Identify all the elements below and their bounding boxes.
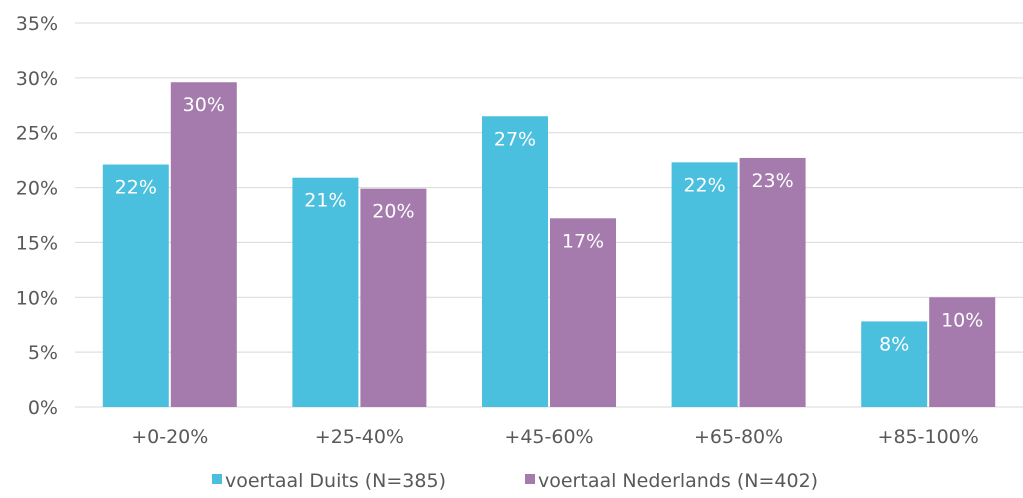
y-tick-label: 10%: [16, 287, 58, 309]
legend-label: voertaal Duits (N=385): [225, 470, 446, 492]
x-tick-label: +65-80%: [694, 426, 783, 448]
bar-nederlands: [739, 157, 806, 407]
data-labels: 22% 30% 21% 20% 27% 17% 22% 23% 8% 10%: [115, 94, 984, 355]
data-label: 10%: [941, 309, 983, 331]
bar-nederlands: [550, 218, 616, 407]
legend-swatch: [525, 474, 535, 484]
bar-nederlands: [360, 188, 427, 407]
data-label: 30%: [183, 94, 225, 116]
bar-duits: [861, 321, 928, 407]
bar-nederlands: [929, 297, 996, 407]
y-tick-label: 20%: [16, 178, 58, 200]
data-label: 22%: [115, 177, 157, 199]
x-tick-label: +85-100%: [878, 426, 979, 448]
x-tick-label: +25-40%: [315, 426, 404, 448]
x-axis-tick-labels: +0-20% +25-40% +45-60% +65-80% +85-100%: [131, 426, 979, 448]
y-tick-label: 25%: [16, 123, 58, 145]
bars: [102, 82, 996, 407]
bar-duits: [292, 177, 359, 407]
data-label: 17%: [562, 230, 604, 252]
bar-duits: [671, 162, 738, 407]
y-tick-label: 30%: [16, 68, 58, 90]
legend-swatch: [212, 474, 222, 484]
legend: voertaal Duits (N=385) voertaal Nederland…: [212, 470, 818, 492]
y-tick-label: 5%: [28, 342, 58, 364]
y-tick-label: 35%: [16, 13, 58, 35]
y-tick-label: 0%: [28, 397, 58, 419]
x-tick-label: +45-60%: [504, 426, 593, 448]
y-axis-tick-labels: 0% 5% 10% 15% 20% 25% 30% 35%: [16, 13, 58, 419]
bar-duits: [102, 164, 169, 407]
bar-nederlands: [170, 82, 237, 407]
y-tick-label: 15%: [16, 232, 58, 254]
data-label: 8%: [879, 333, 909, 355]
x-tick-label: +0-20%: [131, 426, 208, 448]
legend-label: voertaal Nederlands (N=402): [538, 470, 818, 492]
data-label: 22%: [683, 174, 725, 196]
bar-duits: [482, 116, 548, 407]
data-label: 27%: [494, 128, 536, 150]
data-label: 20%: [372, 201, 414, 223]
data-label: 21%: [304, 190, 346, 212]
data-label: 23%: [751, 170, 793, 192]
